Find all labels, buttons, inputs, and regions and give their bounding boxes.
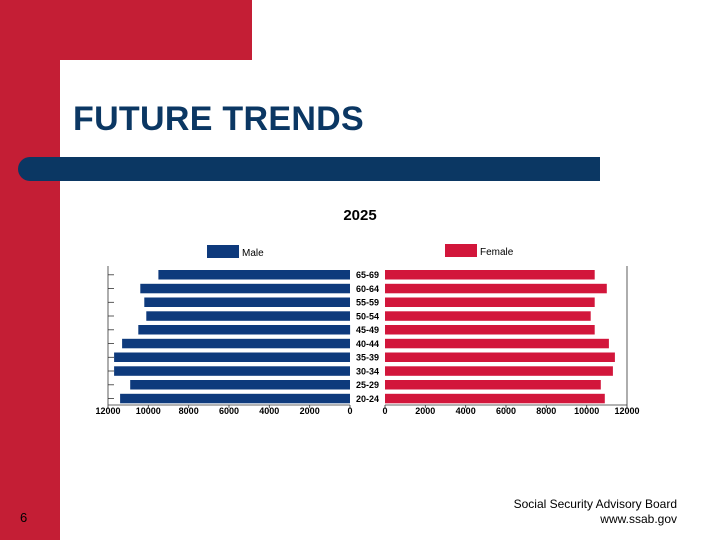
footer-website: www.ssab.gov [600, 512, 677, 526]
x-tick-label: 12000 [614, 406, 639, 416]
x-tick-label: 2000 [415, 406, 435, 416]
corner-curve [60, 60, 120, 120]
legend-swatch-male [207, 245, 239, 258]
x-tick-label: 4000 [456, 406, 476, 416]
bar-male-35-39 [114, 352, 350, 362]
title-rule [18, 157, 600, 181]
legend-label-male: Male [242, 248, 264, 259]
bar-female-55-59 [385, 297, 595, 307]
bar-female-40-44 [385, 338, 609, 349]
bar-female-20-24 [385, 393, 605, 404]
bar-male-45-49 [138, 325, 351, 335]
legend-label-female: Female [480, 247, 514, 258]
slide-title: FUTURE TRENDS [73, 100, 365, 138]
age-group-label: 50-54 [356, 311, 379, 321]
age-group-label: 35-39 [356, 353, 379, 363]
chart-title: 2025 [343, 207, 376, 224]
age-group-label: 65-69 [356, 270, 379, 280]
bar-female-60-64 [385, 283, 607, 294]
x-tick-label: 6000 [219, 406, 239, 416]
bar-female-35-39 [385, 352, 615, 362]
bar-female-45-49 [385, 325, 595, 335]
x-tick-label: 0 [382, 406, 387, 416]
age-group-label: 55-59 [356, 298, 379, 308]
x-tick-label: 10000 [136, 406, 161, 416]
bar-male-40-44 [122, 338, 350, 349]
bar-male-30-34 [114, 366, 350, 376]
x-tick-label: 2000 [300, 406, 320, 416]
x-tick-label: 8000 [536, 406, 556, 416]
age-group-label: 45-49 [356, 325, 379, 335]
bar-female-25-29 [385, 380, 601, 390]
x-tick-label: 6000 [496, 406, 516, 416]
page-number: 6 [20, 510, 28, 525]
bar-male-25-29 [130, 380, 350, 390]
bar-female-30-34 [385, 366, 613, 376]
bar-female-50-54 [385, 311, 591, 321]
footer-organization: Social Security Advisory Board [513, 497, 677, 511]
legend: Male Female [207, 244, 514, 259]
x-tick-label: 10000 [574, 406, 599, 416]
footer: Social Security Advisory Board www.ssab.… [514, 497, 677, 527]
x-tick-label: 0 [347, 406, 352, 416]
age-group-label: 25-29 [356, 380, 379, 390]
bar-male-50-54 [146, 311, 350, 321]
left-accent-bar [0, 0, 60, 540]
x-tick-label: 4000 [259, 406, 279, 416]
bar-male-65-69 [158, 270, 350, 280]
bar-male-55-59 [144, 297, 350, 307]
x-tick-label: 8000 [179, 406, 199, 416]
top-accent-bar [0, 0, 252, 60]
x-tick-label: 12000 [95, 406, 120, 416]
age-group-label: 20-24 [356, 394, 379, 404]
age-group-label: 60-64 [356, 284, 379, 294]
bar-male-60-64 [140, 283, 350, 294]
legend-swatch-female [445, 244, 477, 257]
bar-female-65-69 [385, 270, 595, 280]
age-group-label: 30-34 [356, 366, 379, 376]
bar-male-20-24 [120, 393, 350, 404]
age-group-label: 40-44 [356, 339, 379, 349]
